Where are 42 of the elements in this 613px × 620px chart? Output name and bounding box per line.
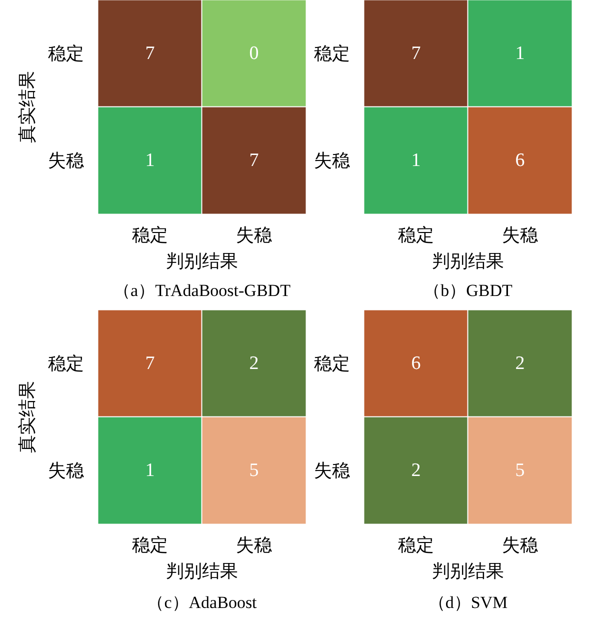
x-tick-label: 稳定	[398, 535, 434, 555]
data-label: 6	[515, 150, 525, 171]
y-tick-label: 稳定	[48, 44, 84, 64]
data-label: 2	[411, 460, 421, 481]
x-tick-label: 失稳	[236, 535, 272, 555]
data-label: 7	[249, 150, 259, 171]
y-tick-label: 失稳	[314, 150, 350, 170]
y-tick-label: 失稳	[48, 150, 84, 170]
text: （d）SVM	[428, 593, 508, 612]
x-axis-title: 判别结果	[166, 561, 238, 581]
y-tick-label: 失稳	[314, 460, 350, 480]
text: （a）TrAdaBoost-GBDT	[114, 281, 292, 300]
x-tick-label: 失稳	[502, 535, 538, 555]
x-tick-label: 失稳	[236, 225, 272, 245]
data-label: 1	[515, 43, 525, 64]
x-tick-label: 稳定	[132, 225, 168, 245]
data-label: 7	[145, 353, 155, 374]
y-tick-label: 稳定	[314, 354, 350, 374]
y-axis-title: 真实结果	[17, 381, 37, 453]
data-label: 0	[249, 43, 259, 64]
y-tick-label: 失稳	[48, 460, 84, 480]
x-tick-label: 稳定	[132, 535, 168, 555]
x-tick-label: 失稳	[502, 225, 538, 245]
data-label: 5	[249, 460, 259, 481]
y-tick-label: 稳定	[314, 44, 350, 64]
text: （b）GBDT	[424, 281, 513, 300]
y-axis-title: 真实结果	[17, 71, 37, 143]
data-label: 6	[411, 353, 421, 374]
text: （c）AdaBoost	[147, 593, 258, 612]
x-axis-title: 判别结果	[166, 251, 238, 271]
x-axis-title: 判别结果	[432, 561, 504, 581]
x-axis-title: 判别结果	[432, 251, 504, 271]
data-label: 5	[515, 460, 525, 481]
data-label: 2	[515, 353, 525, 374]
x-tick-label: 稳定	[398, 225, 434, 245]
y-tick-label: 稳定	[48, 354, 84, 374]
data-label: 1	[145, 150, 155, 171]
data-label: 7	[411, 43, 421, 64]
data-label: 2	[249, 353, 259, 374]
data-label: 7	[145, 43, 155, 64]
data-label: 1	[411, 150, 421, 171]
data-label: 1	[145, 460, 155, 481]
